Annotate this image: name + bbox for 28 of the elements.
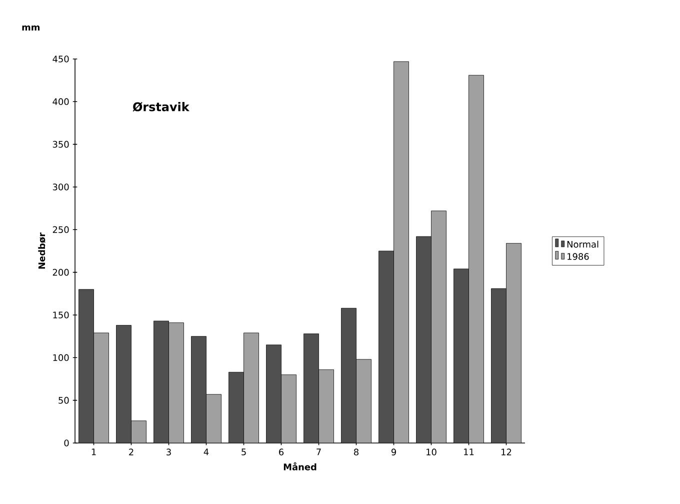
- x-tick-label: 9: [391, 448, 396, 456]
- x-tick-label: 6: [279, 448, 284, 456]
- x-tick-label: 7: [316, 448, 321, 456]
- y-tick-label: 150: [53, 312, 69, 318]
- legend-label: Normal: [567, 240, 598, 248]
- x-tick-label: 5: [242, 448, 246, 456]
- x-tick-label: 1: [92, 448, 96, 456]
- x-tick-label: 2: [129, 448, 134, 456]
- y-tick-label: 450: [52, 56, 69, 62]
- x-tick-label: 8: [354, 448, 358, 456]
- x-tick-label: 3: [166, 448, 171, 456]
- y-tick-label: 100: [53, 354, 69, 362]
- y-tick-label: 250: [52, 226, 69, 234]
- y-tick-label: 350: [52, 140, 69, 148]
- x-tick-label: 12: [502, 448, 512, 456]
- text: mm: [22, 25, 40, 30]
- x-tick-label: 4: [204, 448, 209, 456]
- x-tick-label: 10: [426, 448, 436, 456]
- y-tick-label: 200: [52, 268, 69, 276]
- x-axis-title: Måned: [284, 462, 316, 470]
- y-tick-label: 300: [52, 184, 69, 190]
- text: Ørstavik: [132, 102, 190, 112]
- x-tick-label: 11: [464, 448, 474, 456]
- y-axis-title: Nedbør: [38, 232, 46, 269]
- y-tick-label: 50: [58, 396, 69, 404]
- legend-label: 1986: [568, 253, 589, 260]
- y-tick-label: 400: [52, 98, 69, 106]
- y-tick-label: 0: [64, 440, 69, 446]
